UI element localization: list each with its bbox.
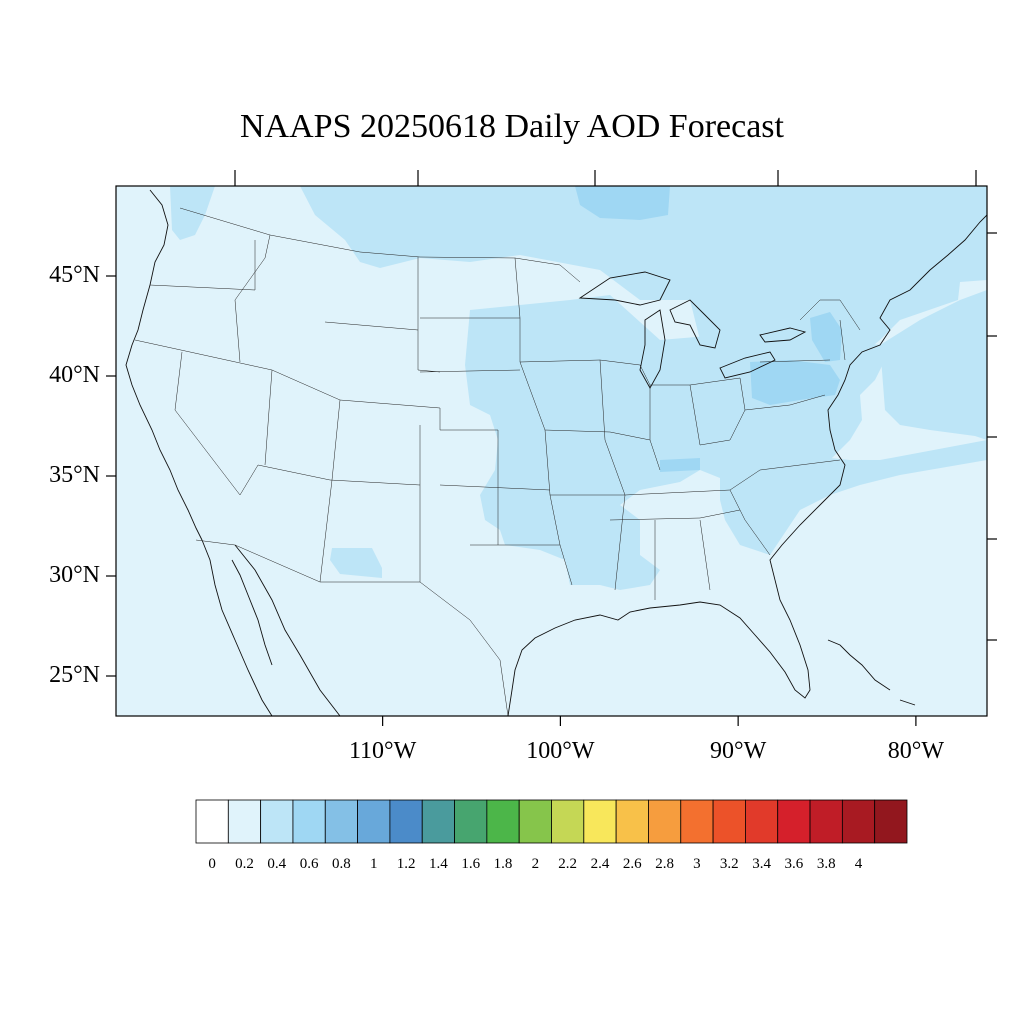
colorbar-label: 0.4 [267,856,287,872]
colorbar-label: 3.2 [719,856,739,872]
colorbar-label: 0.2 [235,856,254,872]
aod-region-atlantic [880,290,987,440]
colorbar-swatch [583,799,617,844]
aod-region-high-canada [575,186,670,220]
state-lines-east [609,299,861,600]
colorbar-label: 1 [370,856,378,872]
gulf-of-california-east [234,544,341,716]
colorbar-label: 0.8 [332,856,351,872]
colorbar-label: 2.6 [622,856,642,872]
aod-region-high-pennsylvania [750,360,840,405]
pacific-coastline [125,189,203,541]
colorbar-label: 3.4 [752,856,771,872]
colorbar-swatch [615,799,649,844]
lat-label: 35°N [49,462,100,488]
colorbar-label: 4 [854,856,863,872]
colorbar-swatch [518,799,552,844]
colorbar-label: 0 [208,856,216,872]
colorbar-swatch [324,799,358,844]
lon-label: 80°W [887,738,945,764]
lat-label: 30°N [49,562,100,588]
colorbar-swatch [809,799,843,844]
colorbar-label: 3.8 [816,856,836,872]
lon-label: 110°W [348,738,417,764]
baja-coastline [201,539,273,716]
colorbar-swatch [292,799,326,844]
map-frame [115,185,988,717]
colorbar-label: 3.6 [784,856,804,872]
colorbar-label: 1.8 [493,856,513,872]
colorbar-swatch [874,799,908,844]
florida-keys-and-islands [827,639,916,706]
colorbar-swatch [551,799,585,844]
aod-region-high-newyork [810,312,842,362]
colorbar-swatch [648,799,682,844]
colorbar-swatch [777,799,811,844]
colorbar-label: 2.2 [558,856,578,872]
aod-region-newmexico [330,548,382,578]
colorbar-swatch [195,799,229,844]
lat-label: 40°N [49,362,100,388]
colorbar-swatch [454,799,488,844]
lon-label: 100°W [526,738,595,764]
great-lakes [578,271,807,389]
colorbar [195,799,908,844]
lon-label: 90°W [710,738,767,764]
coastlines-and-borders [125,189,987,716]
colorbar-swatch [357,799,391,844]
colorbar-label: 0.6 [299,856,319,872]
lat-label: 45°N [49,262,100,288]
map-title: NAAPS 20250618 Daily AOD Forecast [240,108,784,145]
colorbar-label: 2.4 [590,856,610,872]
colorbar-swatch [745,799,779,844]
gulf-coastline [507,579,811,716]
colorbar-label: 2.8 [655,856,674,872]
colorbar-swatch [227,799,262,844]
lat-label: 25°N [49,662,100,688]
colorbar-swatch [389,799,423,844]
colorbar-swatch [260,799,294,844]
aod-region-high-kentucky [660,458,700,472]
colorbar-label: 2 [531,856,540,872]
colorbar-swatch [680,799,714,844]
aod-region-southeast [720,440,987,555]
colorbar-label: 3 [693,856,701,872]
state-lines-west [134,234,521,583]
colorbar-swatch [421,799,455,844]
colorbar-label: 1.2 [396,856,416,872]
state-borders [134,207,861,716]
axis-ticks [106,170,997,726]
colorbar-swatch [712,799,746,844]
colorbar-swatch [486,799,520,844]
colorbar-swatch [841,799,876,844]
aod-region-northwest [170,186,215,240]
atlantic-coastline [769,214,987,581]
colorbar-label: 1.6 [461,856,481,872]
aod-contour-fill-high [575,186,842,472]
colorbar-label: 1.4 [429,856,448,872]
